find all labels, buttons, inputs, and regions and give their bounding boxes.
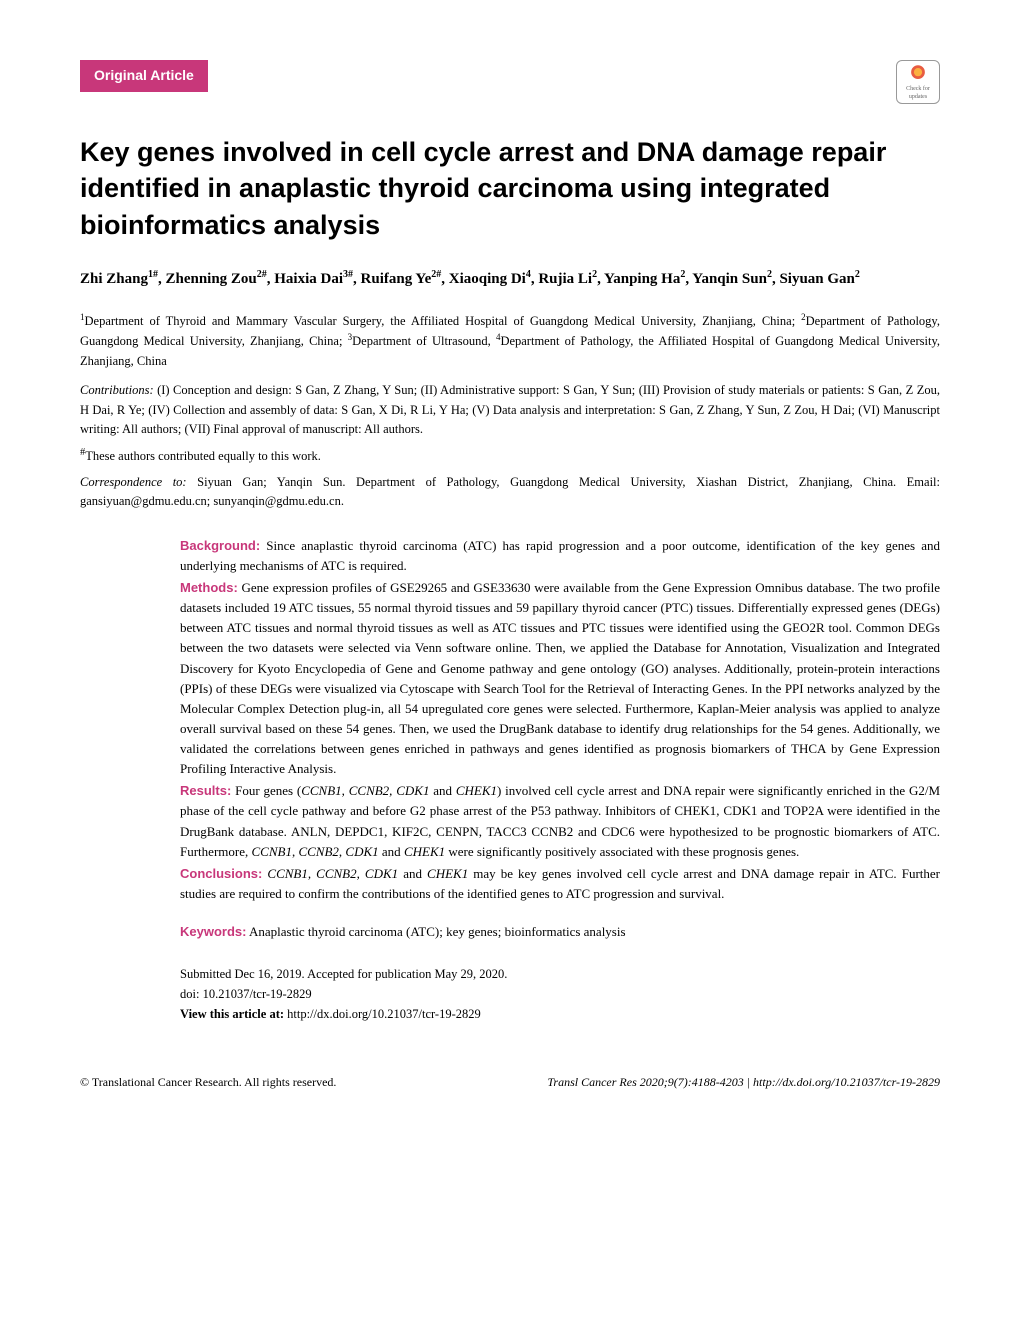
abstract-keywords: Keywords: Anaplastic thyroid carcinoma (… [180,922,940,942]
correspondence-text: Siyuan Gan; Yanqin Sun. Department of Pa… [80,475,940,508]
header-row: Original Article Check for updates [80,60,940,104]
contributions-text: (I) Conception and design: S Gan, Z Zhan… [80,383,940,436]
conclusions-text: CCNB1, CCNB2, CDK1 and CHEK1 may be key … [180,866,940,901]
abstract-block: Background: Since anaplastic thyroid car… [180,536,940,943]
abstract-results: Results: Four genes (CCNB1, CCNB2, CDK1 … [180,781,940,862]
submission-dates: Submitted Dec 16, 2019. Accepted for pub… [180,964,940,984]
keywords-text: Anaplastic thyroid carcinoma (ATC); key … [246,924,625,939]
contributions-label: Contributions: [80,383,154,397]
page-footer: © Translational Cancer Research. All rig… [80,1074,940,1091]
methods-label: Methods: [180,580,238,595]
equal-contribution-note: #These authors contributed equally to th… [80,445,940,467]
abstract-methods: Methods: Gene expression profiles of GSE… [180,578,940,779]
article-title: Key genes involved in cell cycle arrest … [80,134,940,243]
view-article-label: View this article at: [180,1007,284,1021]
abstract-background: Background: Since anaplastic thyroid car… [180,536,940,576]
submission-block: Submitted Dec 16, 2019. Accepted for pub… [180,964,940,1024]
correspondence-label: Correspondence to: [80,475,187,489]
results-label: Results: [180,783,231,798]
check-updates-icon[interactable]: Check for updates [896,60,940,104]
conclusions-label: Conclusions: [180,866,262,881]
keywords-label: Keywords: [180,924,246,939]
background-text: Since anaplastic thyroid carcinoma (ATC)… [180,538,940,573]
background-label: Background: [180,538,260,553]
abstract-conclusions: Conclusions: CCNB1, CCNB2, CDK1 and CHEK… [180,864,940,904]
view-article-url[interactable]: http://dx.doi.org/10.21037/tcr-19-2829 [284,1007,481,1021]
citation: Transl Cancer Res 2020;9(7):4188-4203 | … [547,1074,940,1091]
affiliations: 1Department of Thyroid and Mammary Vascu… [80,311,940,371]
author-list: Zhi Zhang1#, Zhenning Zou2#, Haixia Dai3… [80,267,940,291]
check-updates-line2: updates [909,93,927,101]
crossmark-icon [907,63,929,85]
copyright: © Translational Cancer Research. All rig… [80,1074,336,1091]
view-article: View this article at: http://dx.doi.org/… [180,1004,940,1024]
contributions: Contributions: (I) Conception and design… [80,381,940,439]
results-text: Four genes (CCNB1, CCNB2, CDK1 and CHEK1… [180,783,940,858]
check-updates-line1: Check for [906,85,930,93]
correspondence: Correspondence to: Siyuan Gan; Yanqin Su… [80,473,940,512]
methods-text: Gene expression profiles of GSE29265 and… [180,580,940,776]
equal-contribution-text: These authors contributed equally to thi… [85,450,321,464]
doi: doi: 10.21037/tcr-19-2829 [180,984,940,1004]
article-type-badge: Original Article [80,60,208,92]
